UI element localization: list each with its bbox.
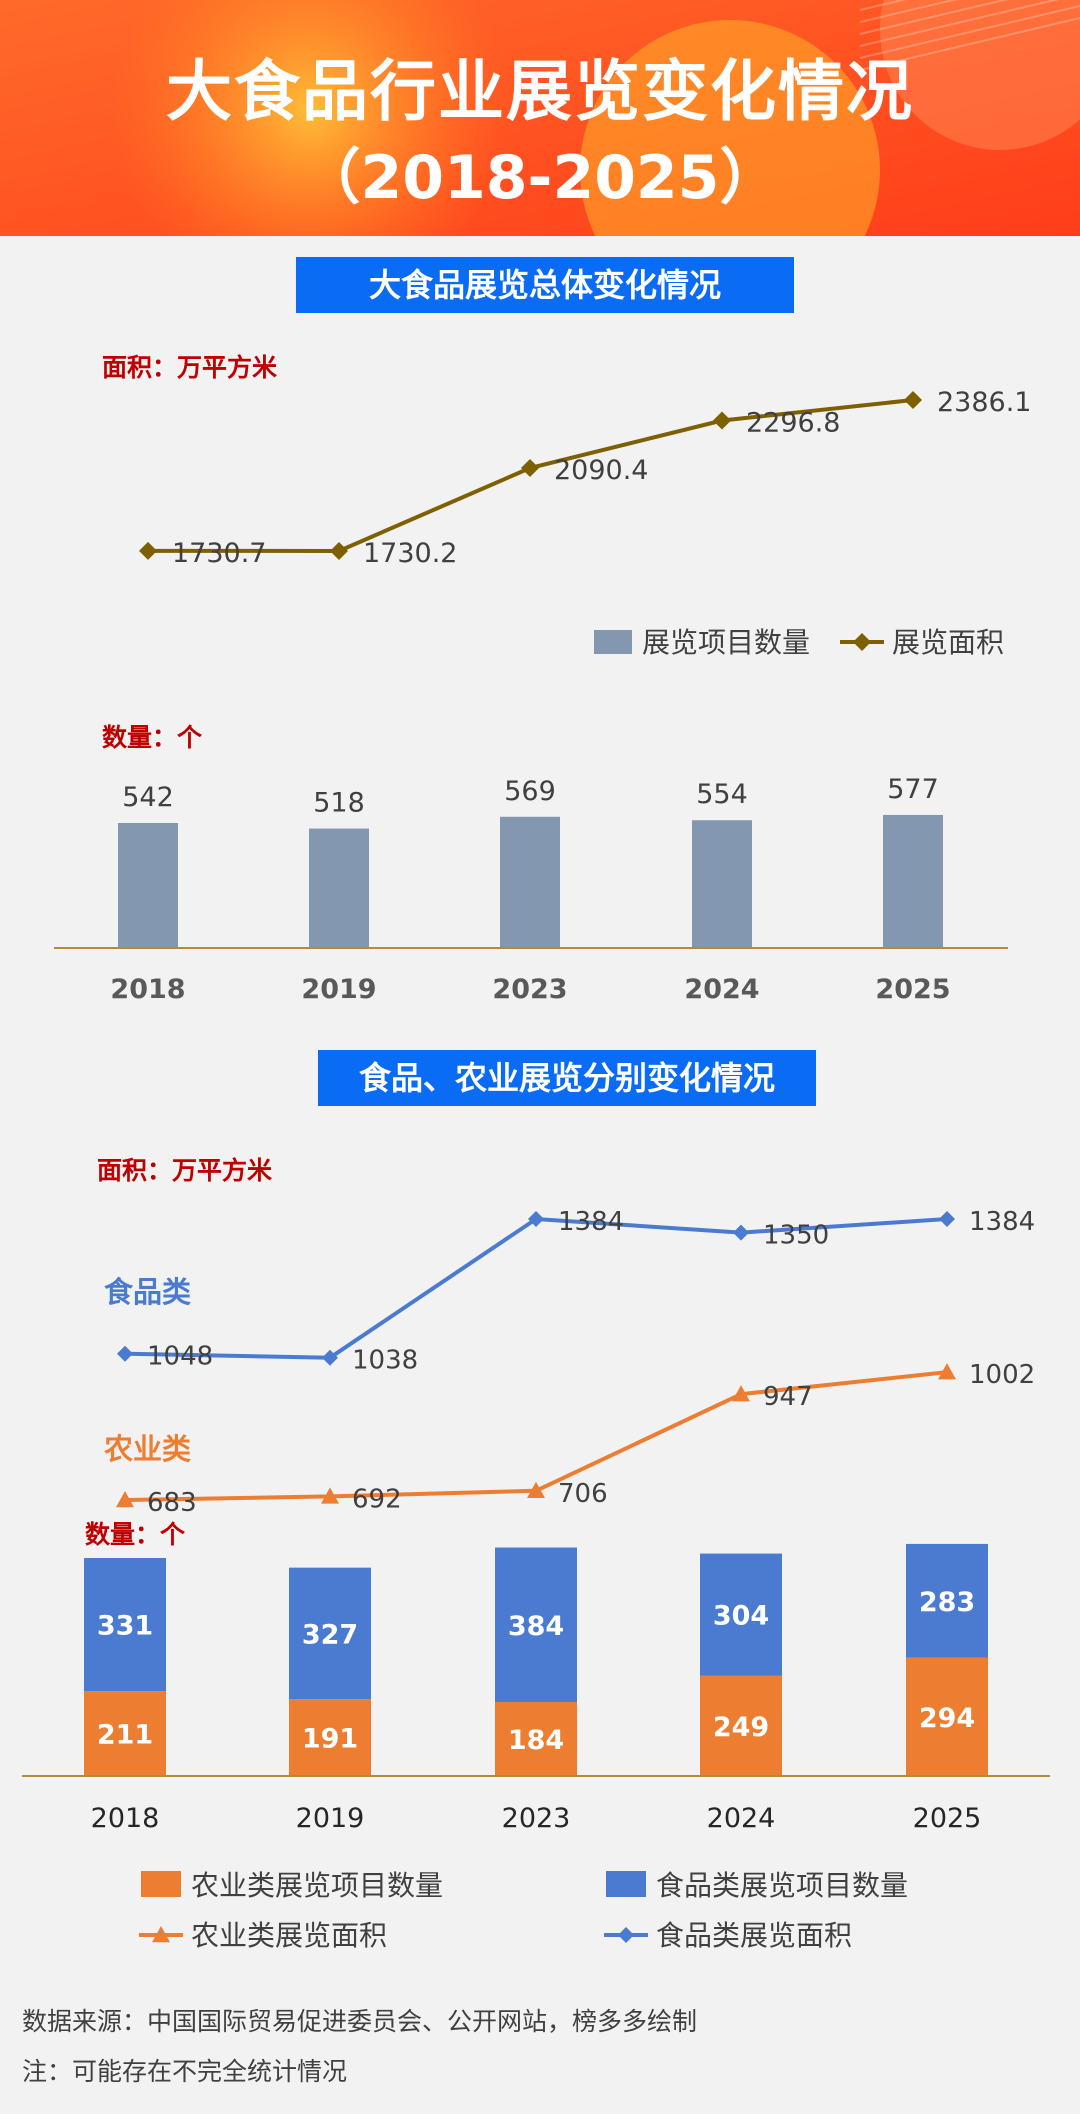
x-tick-label: 2019 xyxy=(296,1803,365,1834)
agri-area-point xyxy=(116,1491,134,1508)
food-area-data-label: 1048 xyxy=(147,1342,213,1372)
agri-area-data-label: 706 xyxy=(558,1479,608,1509)
agri-area-point xyxy=(527,1481,545,1498)
count-bar xyxy=(500,816,560,948)
food-area-data-label: 1384 xyxy=(969,1207,1035,1237)
x-tick-label: 2023 xyxy=(492,974,567,1005)
x-tick-label: 2025 xyxy=(913,1803,982,1834)
food-count-data-label: 384 xyxy=(508,1611,564,1642)
legend-swatch-agri-count xyxy=(141,1871,181,1897)
count-data-label: 542 xyxy=(122,782,174,813)
agri-area-point xyxy=(321,1487,339,1504)
agri-area-data-label: 692 xyxy=(352,1484,402,1514)
food-count-bar xyxy=(289,1567,371,1700)
count-unit-label: 数量：个 xyxy=(102,723,203,752)
legend-swatch-count xyxy=(594,630,632,654)
food-group-label: 食品类 xyxy=(104,1275,191,1309)
area-data-label: 1730.7 xyxy=(172,538,266,569)
x-tick-label: 2024 xyxy=(707,1803,776,1834)
food-area-point xyxy=(733,1224,749,1241)
x-tick-label: 2018 xyxy=(91,1803,160,1834)
food-count-data-label: 283 xyxy=(919,1587,975,1618)
count-data-label: 554 xyxy=(696,779,748,810)
legend-label-area: 展览面积 xyxy=(892,626,1004,659)
legend-marker-agri-area xyxy=(152,1926,170,1943)
food-count-bar xyxy=(700,1553,782,1676)
page-subtitle: （2018-2025） xyxy=(300,143,780,213)
agri-count-bar xyxy=(289,1699,371,1776)
agri-count-data-label: 294 xyxy=(919,1703,975,1734)
food-count-data-label: 331 xyxy=(97,1611,153,1642)
food-count-bar xyxy=(84,1558,166,1692)
food-area-point xyxy=(322,1349,338,1366)
food-count-data-label: 304 xyxy=(713,1601,769,1632)
x-tick-label: 2024 xyxy=(684,974,759,1005)
count-data-label: 577 xyxy=(887,774,939,805)
agri-count-data-label: 191 xyxy=(302,1724,358,1755)
section2-title: 食品、农业展览分别变化情况 xyxy=(318,1050,816,1106)
food-area-data-label: 1350 xyxy=(763,1221,829,1251)
area-point xyxy=(521,459,539,478)
count-bar xyxy=(309,828,369,948)
count-data-label: 518 xyxy=(313,788,365,819)
agri-count-bar xyxy=(495,1701,577,1776)
area-data-label: 2090.4 xyxy=(554,455,648,486)
agri-count-bar xyxy=(84,1691,166,1776)
food-count-bar xyxy=(495,1547,577,1702)
x-tick-label: 2018 xyxy=(110,974,185,1005)
agri-area-line xyxy=(124,1370,948,1502)
page-title: 大食品行业展览变化情况 xyxy=(166,53,914,130)
area-unit-label: 面积：万平方米 xyxy=(102,353,278,382)
agri-count-bar xyxy=(906,1657,988,1776)
area-data-label: 2296.8 xyxy=(746,408,840,439)
agri-count-data-label: 249 xyxy=(713,1712,769,1743)
section1-title: 大食品展览总体变化情况 xyxy=(296,257,794,313)
count-unit-label: 数量：个 xyxy=(85,1520,186,1549)
legend-label-agri-count: 农业类展览项目数量 xyxy=(191,1869,443,1902)
agri-area-data-label: 947 xyxy=(763,1382,813,1412)
food-area-point xyxy=(117,1345,133,1362)
area-point xyxy=(330,541,348,560)
food-area-point xyxy=(939,1211,955,1227)
count-bar xyxy=(118,823,178,948)
count-data-label: 569 xyxy=(504,776,556,807)
data-source-note: 数据来源：中国国际贸易促进委员会、公开网站，榜多多绘制 xyxy=(22,2007,698,2036)
legend-label-food-area: 食品类展览面积 xyxy=(656,1919,852,1952)
agri-count-bar xyxy=(700,1675,782,1776)
area-point xyxy=(139,541,157,560)
food-area-point xyxy=(528,1211,544,1227)
x-tick-label: 2019 xyxy=(301,974,376,1005)
agri-count-data-label: 211 xyxy=(97,1720,153,1751)
count-bar xyxy=(692,820,752,948)
x-tick-label: 2023 xyxy=(502,1803,571,1834)
disclaimer-note: 注：可能存在不完全统计情况 xyxy=(22,2057,348,2086)
agri-area-point xyxy=(938,1363,956,1380)
legend-marker-food-area xyxy=(618,1927,634,1943)
legend-label-count: 展览项目数量 xyxy=(642,626,810,659)
agri-area-data-label: 683 xyxy=(147,1488,197,1518)
agri-area-point xyxy=(732,1385,750,1402)
area-point xyxy=(713,411,731,430)
food-area-data-label: 1038 xyxy=(352,1346,418,1376)
area-point xyxy=(904,390,922,409)
header-banner xyxy=(0,0,1080,236)
area-data-label: 2386.1 xyxy=(937,387,1031,418)
agri-area-data-label: 1002 xyxy=(969,1360,1035,1390)
area-data-label: 1730.2 xyxy=(363,538,457,569)
x-tick-label: 2025 xyxy=(875,974,950,1005)
agri-count-data-label: 184 xyxy=(508,1725,564,1756)
count-bar xyxy=(883,814,943,948)
legend-swatch-food-count xyxy=(606,1871,646,1897)
food-area-data-label: 1384 xyxy=(558,1207,624,1237)
legend-label-agri-area: 农业类展览面积 xyxy=(191,1919,387,1952)
food-count-bar xyxy=(906,1543,988,1658)
agri-group-label: 农业类 xyxy=(103,1432,191,1466)
legend-label-food-count: 食品类展览项目数量 xyxy=(656,1869,908,1902)
food-count-data-label: 327 xyxy=(302,1619,358,1650)
area-unit-label: 面积：万平方米 xyxy=(97,1156,273,1185)
legend-marker-area xyxy=(853,633,871,651)
